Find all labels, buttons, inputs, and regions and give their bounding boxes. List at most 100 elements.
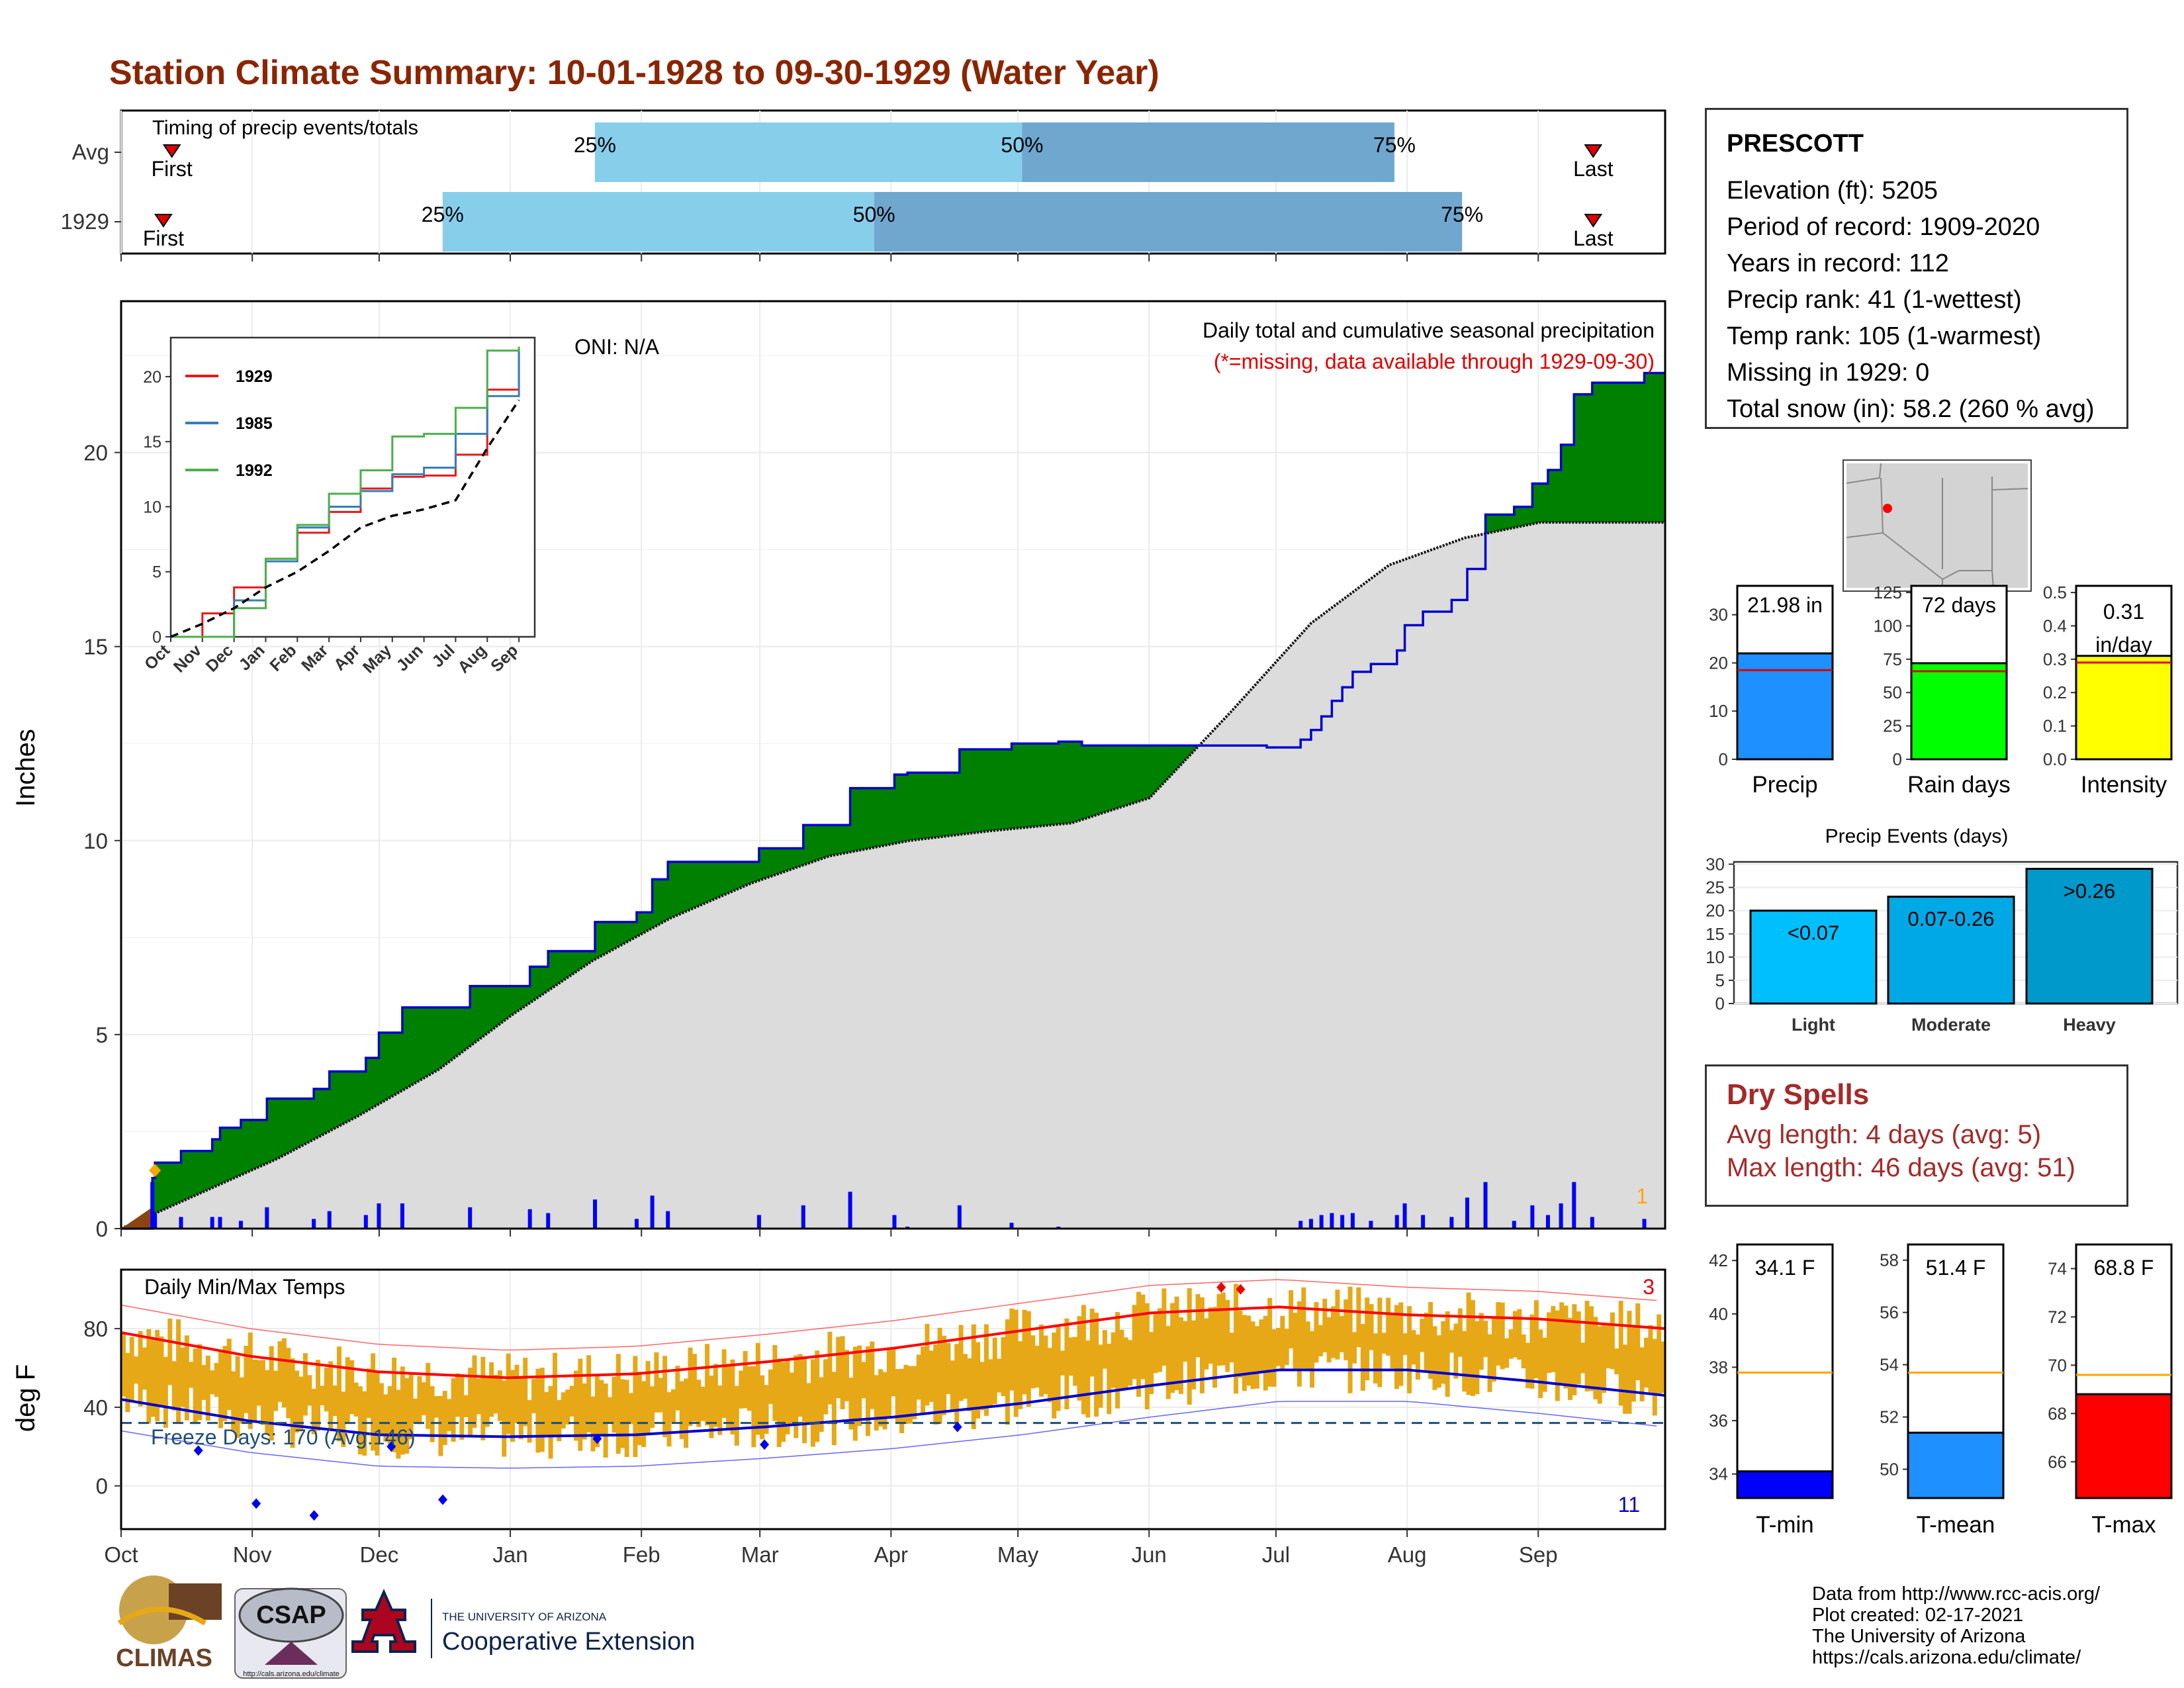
temp-daily-bar [1242, 1315, 1247, 1391]
temp-daily-bar [493, 1374, 498, 1414]
temp-daily-bar [1584, 1301, 1590, 1391]
temp-daily-bar [1022, 1309, 1027, 1395]
summary-bar-value-label: 21.98 in [1747, 593, 1823, 617]
temp-daily-bar [171, 1361, 177, 1411]
temp-daily-bar [235, 1356, 240, 1438]
temp-summary-y-tick-label: 56 [1880, 1303, 1899, 1323]
temp-daily-bar [1424, 1312, 1429, 1371]
temp-daily-bar [1648, 1325, 1653, 1395]
temp-daily-bar [810, 1359, 815, 1447]
precip-daily-bar [468, 1207, 473, 1229]
precip-daily-bar [756, 1215, 761, 1229]
temp-daily-bar [379, 1383, 384, 1436]
temp-daily-bar [764, 1385, 769, 1434]
inset-y-tick-label: 5 [152, 563, 161, 582]
inset-legend-label: 1929 [236, 367, 273, 386]
temp-daily-bar [1073, 1336, 1078, 1386]
temp-daily-bar [146, 1329, 152, 1424]
precip-events-y-tick-label: 10 [1706, 947, 1725, 967]
inset-y-tick-label: 0 [152, 628, 161, 647]
temp-daily-bar [1229, 1333, 1234, 1363]
timing-p50-label: 50% [1001, 133, 1043, 157]
timing-last-marker [1584, 214, 1603, 228]
precip-daily-bar [238, 1221, 243, 1229]
temp-daily-bar [785, 1360, 790, 1434]
temp-daily-bar [518, 1377, 523, 1440]
temp-daily-bar [903, 1364, 909, 1425]
precip-events-y-tick-label: 30 [1706, 855, 1725, 874]
temp-avg-min-line [120, 1368, 1666, 1438]
temp-daily-bar [1056, 1325, 1061, 1411]
temp-summary-fill [2075, 1393, 2173, 1499]
temp-daily-bar [252, 1359, 257, 1422]
temp-daily-bar [730, 1359, 735, 1434]
temp-daily-bar [1420, 1319, 1425, 1352]
temp-daily-bar [654, 1352, 659, 1413]
temp-daily-bar [417, 1376, 422, 1425]
temp-daily-bar [679, 1381, 684, 1439]
precip-y-tick-label: 0 [96, 1217, 108, 1241]
temp-daily-bar [218, 1352, 224, 1429]
map-region-fill [1846, 463, 2028, 588]
temp-record-low-marker [193, 1445, 203, 1456]
temp-daily-bar [751, 1366, 756, 1448]
summary-bar-y-tick-label: 75 [1883, 649, 1902, 669]
precip-y-tick-label: 5 [96, 1023, 108, 1047]
precip-daily-bar [218, 1217, 222, 1229]
missing-text: Missing in 1929: 0 [1727, 359, 1930, 387]
temp-daily-bar [933, 1344, 938, 1425]
summary-bar-label: Intensity [2081, 772, 2167, 798]
temp-daily-bar [1216, 1293, 1222, 1366]
temp-daily-bar [324, 1367, 329, 1412]
precip-events-chart: Precip Events (days) 0 5 10 15 20 25 30 <0.07 Lig… [1706, 825, 2179, 1035]
temp-daily-bar [1436, 1335, 1441, 1388]
temp-record-high-marker [1216, 1282, 1226, 1293]
timing-first-label: First [143, 226, 184, 250]
month-tick-label: Apr [874, 1542, 908, 1567]
temp-daily-bar [1402, 1333, 1408, 1355]
temp-daily-bar [1555, 1310, 1560, 1401]
temp-daily-bar [1602, 1324, 1607, 1393]
temp-daily-bar [992, 1337, 997, 1405]
temp-daily-bar [1220, 1292, 1226, 1366]
temp-daily-bar [523, 1358, 528, 1427]
temp-daily-bar [1111, 1332, 1116, 1388]
temp-daily-bar [713, 1364, 718, 1427]
temp-daily-bar [1512, 1311, 1518, 1358]
temp-daily-bar [438, 1395, 443, 1456]
temp-summary-y-tick-label: 38 [1709, 1357, 1728, 1377]
temp-daily-bar [302, 1353, 308, 1416]
temp-daily-bar [645, 1361, 651, 1435]
temp-summary-value-label: 34.1 F [1755, 1256, 1815, 1280]
precip-events-bar [1887, 896, 2015, 1005]
temp-daily-bar [552, 1352, 557, 1436]
temp-daily-bar [1428, 1301, 1433, 1379]
month-tick-label: Feb [623, 1542, 660, 1567]
csap-logo-text: CSAP [256, 1601, 326, 1629]
temp-daily-bar [1043, 1335, 1048, 1395]
temp-summary-y-tick-label: 34 [1709, 1464, 1728, 1484]
precip-daily-bar [312, 1219, 316, 1229]
temp-daily-bar [688, 1347, 693, 1427]
temp-daily-bar [1386, 1297, 1391, 1356]
temp-daily-bar [277, 1341, 283, 1402]
temp-daily-bar [210, 1370, 215, 1395]
temp-rank-text: Temp rank: 105 (1-warmest) [1727, 322, 2042, 350]
temp-daily-bar [899, 1368, 905, 1434]
temp-summary-label: T-mean [1917, 1512, 1995, 1538]
temp-record-low-marker [387, 1441, 396, 1452]
temp-summary-y-tick-label: 70 [2048, 1355, 2067, 1375]
temp-daily-bar [594, 1376, 600, 1448]
temp-daily-bar [743, 1350, 748, 1409]
precip-daily-bar [1465, 1197, 1469, 1229]
temp-daily-bar [357, 1386, 363, 1455]
summary-bar-value-label: 0.31 [2103, 600, 2144, 624]
temp-daily-bar [1547, 1312, 1552, 1374]
temp-daily-bar [1161, 1288, 1167, 1366]
temp-daily-bar [937, 1327, 942, 1424]
footer-plot-created: Plot created: 02-17-2021 [1812, 1605, 2024, 1626]
precip-daily-bar [1572, 1182, 1576, 1229]
temp-daily-bar [624, 1380, 629, 1458]
temp-daily-bar [976, 1342, 981, 1419]
timing-p50-label: 50% [853, 203, 895, 226]
